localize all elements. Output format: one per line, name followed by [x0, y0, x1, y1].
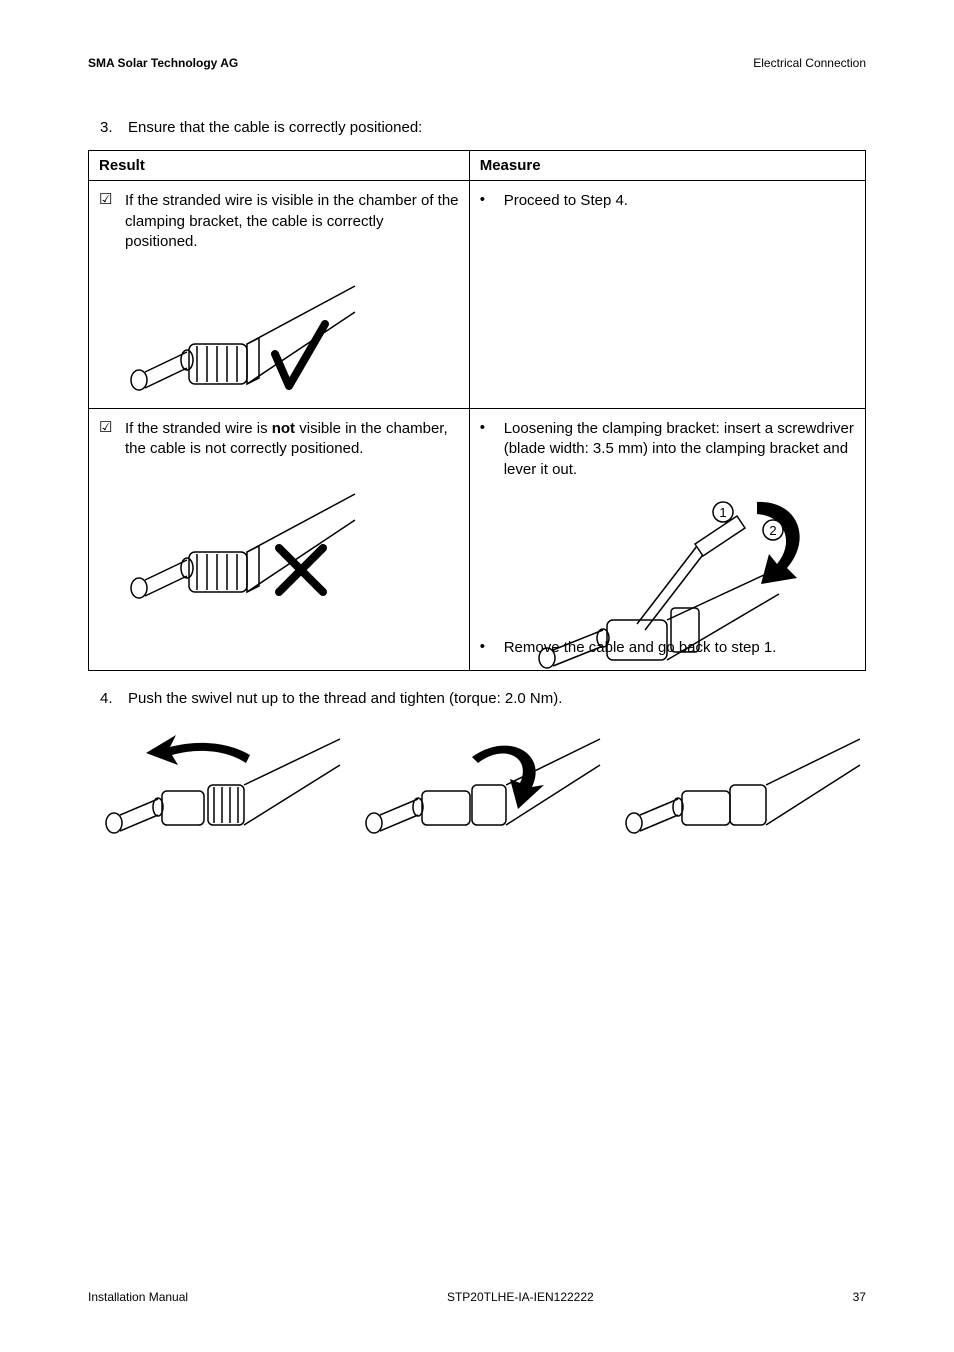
swivel-step3-diagram: [620, 725, 870, 845]
swivel-step1-diagram: [100, 725, 350, 845]
result-2-bold: not: [272, 420, 295, 437]
connector-incorrect-diagram: [125, 472, 365, 604]
result-1-text: If the stranded wire is visible in the c…: [125, 192, 459, 250]
checkbox-icon: ☑: [99, 419, 125, 437]
measure-2b-text: Remove the cable and go back to step 1.: [504, 639, 777, 656]
footer-left: Installation Manual: [88, 1290, 188, 1304]
page-footer: Installation Manual STP20TLHE-IA-IEN1222…: [88, 1290, 866, 1304]
page-header: SMA Solar Technology AG Electrical Conne…: [88, 56, 866, 70]
swivel-step2-diagram: [360, 725, 610, 845]
measure-2a-text: Loosening the clamping bracket: insert a…: [504, 420, 854, 478]
result-2-pre: If the stranded wire is: [125, 420, 272, 437]
checkbox-icon: ☑: [99, 191, 125, 209]
step-3-text: Ensure that the cable is correctly posit…: [128, 118, 422, 138]
step-3: 3. Ensure that the cable is correctly po…: [100, 118, 866, 138]
cell-result-1: ☑ If the stranded wire is visible in the…: [89, 181, 470, 409]
step-4: 4. Push the swivel nut up to the thread …: [100, 689, 866, 709]
result-2-text: If the stranded wire is not visible in t…: [125, 420, 448, 457]
measure-1-text: Proceed to Step 4.: [504, 192, 628, 209]
bullet-icon: •: [480, 191, 504, 209]
page: SMA Solar Technology AG Electrical Conne…: [0, 0, 954, 1352]
cell-measure-1: • Proceed to Step 4.: [469, 181, 865, 409]
screwdriver-lever-diagram: 1 2: [480, 486, 855, 632]
result-measure-table: Result Measure ☑ If the stranded wire is…: [88, 150, 866, 671]
th-measure: Measure: [469, 151, 865, 181]
cell-result-2: ☑ If the stranded wire is not visible in…: [89, 409, 470, 671]
table-row: ☑ If the stranded wire is not visible in…: [89, 409, 866, 671]
swivel-nut-diagram-row: [100, 725, 866, 845]
svg-text:1: 1: [720, 505, 727, 520]
table-row: ☑ If the stranded wire is visible in the…: [89, 181, 866, 409]
cell-measure-2: • Loosening the clamping bracket: insert…: [469, 409, 865, 671]
step-4-text: Push the swivel nut up to the thread and…: [128, 689, 562, 709]
footer-right: 37: [853, 1290, 866, 1304]
svg-text:2: 2: [770, 523, 777, 538]
step-3-number: 3.: [100, 119, 128, 136]
connector-correct-diagram: [125, 264, 365, 396]
th-result: Result: [89, 151, 470, 181]
header-section: Electrical Connection: [753, 56, 866, 70]
bullet-icon: •: [480, 638, 504, 656]
header-company: SMA Solar Technology AG: [88, 56, 238, 70]
footer-center: STP20TLHE-IA-IEN122222: [447, 1290, 594, 1304]
bullet-icon: •: [480, 419, 504, 437]
step-4-number: 4.: [100, 690, 128, 707]
